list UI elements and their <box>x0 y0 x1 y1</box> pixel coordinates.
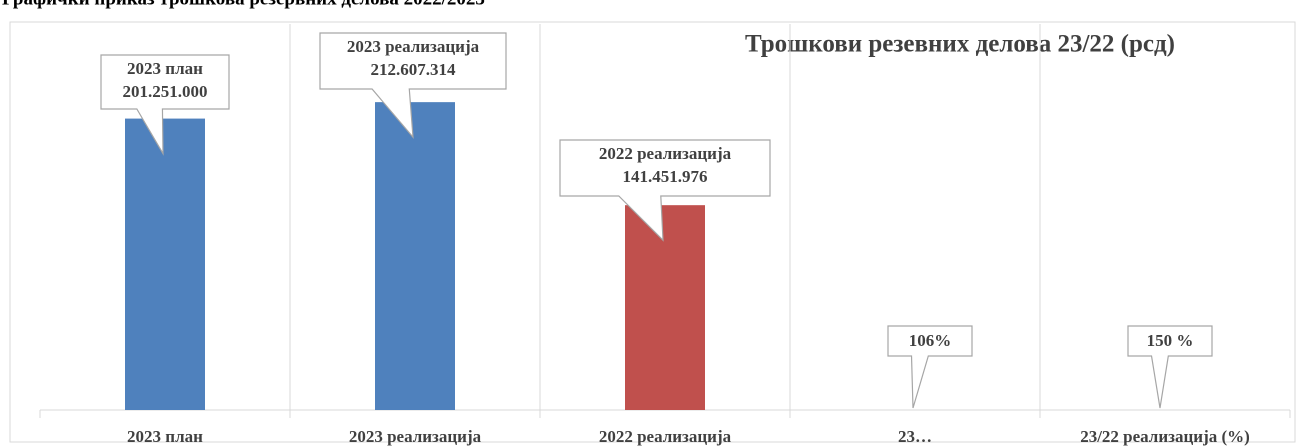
callout-box <box>1127 325 1213 409</box>
bar <box>375 102 455 411</box>
callout-box <box>319 32 507 139</box>
page-heading: Графички приказ трошкова резервних делов… <box>2 0 485 9</box>
x-tick-label: 23/22 реализација (%) <box>1080 427 1250 446</box>
data-label: 150 % <box>1147 331 1194 350</box>
callout-box <box>559 139 771 242</box>
data-label-category: 2023 план <box>127 59 203 78</box>
callout-box <box>100 54 230 156</box>
x-tick-label: 2022 реализација <box>599 427 732 446</box>
data-label: 141.451.976 <box>623 167 708 186</box>
x-tick-label: 2023 план <box>127 427 203 446</box>
callout-box <box>887 325 973 409</box>
data-label: 212.607.314 <box>371 60 457 79</box>
data-label-category: 2023 реализација <box>347 37 480 56</box>
x-tick-label: 2023 реализација <box>349 427 482 446</box>
bar <box>125 118 205 410</box>
data-label: 106% <box>909 331 952 350</box>
data-label-category: 2022 реализација <box>599 144 732 163</box>
bar <box>625 205 705 410</box>
chart-title: Трошкови резевних делова 23/22 (рсд) <box>745 31 1175 58</box>
data-label: 201.251.000 <box>123 82 208 101</box>
x-tick-label: 23… <box>898 427 932 446</box>
